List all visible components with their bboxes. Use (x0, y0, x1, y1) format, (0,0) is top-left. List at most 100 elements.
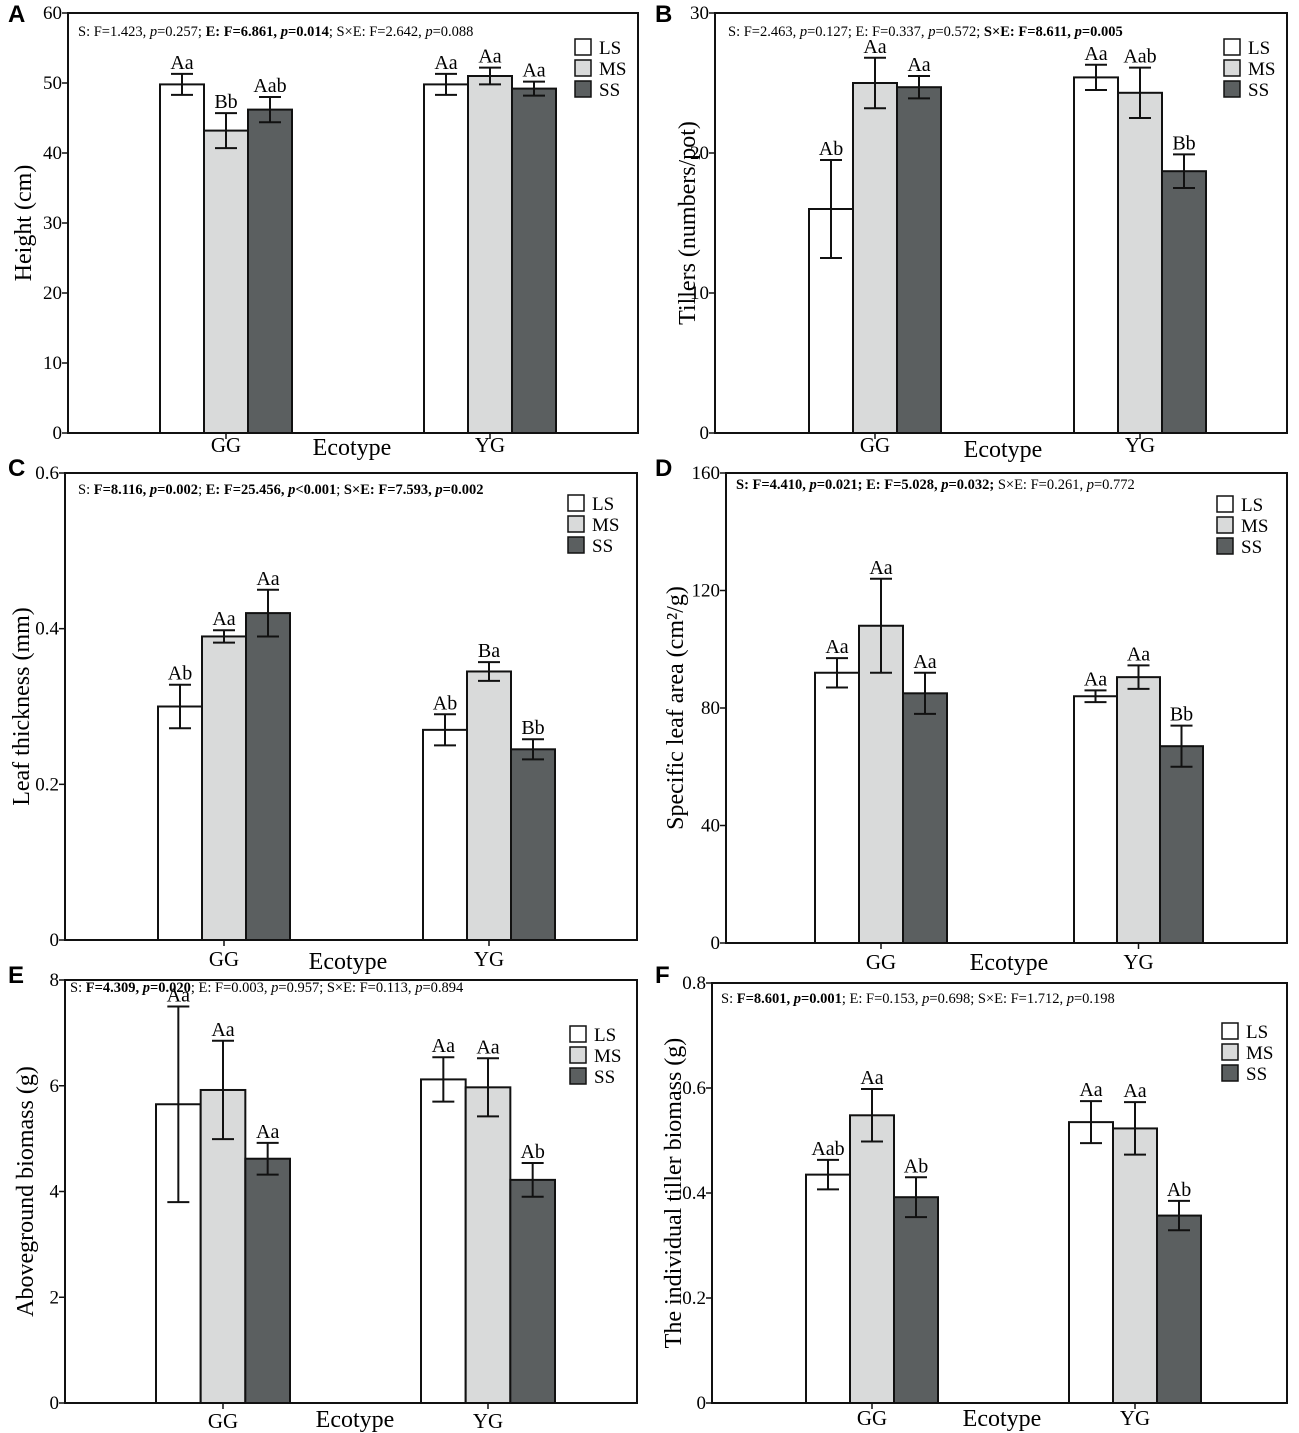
bar-ss (247, 108, 293, 434)
significance-letter: Aa (167, 984, 190, 1006)
stats-annotation: S: F=4.309, p=0.020; E: F=0.003, p=0.957… (70, 980, 464, 996)
stats-segment: S×E: F=8.611, (984, 24, 1075, 40)
significance-letter: Aa (863, 36, 886, 58)
legend-swatch-ss (574, 80, 592, 98)
stats-segment: =0.198 (1074, 991, 1115, 1007)
significance-letter: Aa (907, 54, 930, 76)
significance-letter: Ab (168, 663, 192, 685)
bar-ms (203, 129, 249, 434)
y-tick-label: 8 (50, 970, 60, 991)
significance-letter: Aa (211, 1019, 234, 1041)
stats-segment: =0.957; S×E: F=0.113, (278, 980, 415, 996)
significance-letter: Aa (1084, 668, 1107, 690)
panel-d: D 0 40 80 120 160 Specific leaf area (cm²/g) GG… (655, 455, 1288, 976)
x-category-label: YG (1120, 1406, 1150, 1430)
panel-a: A 0 10 20 30 40 50 60 Height (cm) GG Aa Bb Aab YG Aa Aa… (8, 1, 639, 461)
significance-letter: Bb (214, 91, 237, 113)
bar-ss (896, 86, 942, 434)
stats-segment: F=4.309, (86, 980, 143, 996)
y-axis-title: Specific leaf area (cm²/g) (663, 586, 689, 830)
stats-segment: p (1066, 991, 1074, 1007)
x-category-label: GG (866, 950, 896, 974)
stats-segment: S×E: F=7.593, (344, 482, 435, 498)
stats-segment: E: F=25.456, (206, 482, 288, 498)
significance-letter: Aab (1123, 46, 1156, 68)
y-axis-title: Height (cm) (11, 165, 37, 282)
stats-segment: p (921, 991, 929, 1007)
bar-ms (464, 1086, 512, 1405)
legend-label: SS (1246, 1064, 1267, 1085)
x-axis-title: Ecotype (313, 435, 392, 461)
x-axis-title: Ecotype (309, 949, 388, 975)
bar-ms (858, 624, 904, 944)
bar-ss (509, 1178, 557, 1405)
significance-letter: Aab (253, 75, 286, 97)
significance-letter: Bb (1172, 132, 1195, 154)
legend-swatch-ms (1223, 59, 1241, 77)
bar-ms (1117, 91, 1163, 435)
y-tick-label: 0.2 (682, 1288, 706, 1309)
significance-letter: Aa (825, 636, 848, 658)
legend-label: SS (1241, 537, 1262, 558)
y-axis-title: Tillers (numbers/pot) (675, 121, 701, 325)
significance-letter: Aa (170, 52, 193, 74)
panel-b: B 0 10 20 30 Tillers (numbers/pot) GG Ab Aa Aa YG A… (655, 1, 1288, 463)
y-tick-label: 60 (43, 3, 62, 24)
x-category-label: YG (1123, 950, 1153, 974)
stats-segment: S: F=1.423, (78, 24, 150, 40)
legend-swatch-ms (569, 1046, 587, 1064)
y-tick-label: 2 (50, 1287, 60, 1308)
stats-annotation: S: F=8.116, p=0.002; E: F=25.456, p<0.00… (78, 482, 483, 498)
y-tick-label: 0.2 (35, 774, 59, 795)
significance-letter: Aa (860, 1067, 883, 1089)
stats-segment: =0.002 (443, 482, 484, 498)
stats-segment: p (141, 980, 150, 996)
y-tick-label: 0.6 (682, 1078, 706, 1099)
significance-letter: Ba (478, 640, 500, 662)
bar-ls (1073, 76, 1119, 435)
stats-segment: F=8.601, (737, 991, 794, 1007)
y-tick-label: 20 (690, 143, 709, 164)
legend-label: LS (1241, 495, 1263, 516)
x-axis-title: Ecotype (963, 1406, 1042, 1432)
legend-swatch-ms (574, 59, 592, 77)
stats-segment: =0.020 (150, 980, 191, 996)
y-tick-label: 0 (50, 930, 60, 951)
stats-segment: S: (721, 991, 737, 1007)
significance-letter: Aa (476, 1036, 499, 1058)
significance-letter: Aa (522, 60, 545, 82)
bar-ls (1073, 695, 1118, 944)
stats-segment: F=8.116, (94, 482, 150, 498)
y-tick-label: 30 (690, 3, 709, 24)
bar-ls (1068, 1121, 1114, 1404)
stats-segment: S×E: F=0.261, (994, 477, 1087, 493)
stats-segment: p (148, 482, 157, 498)
stats-segment: S: F=2.463, (728, 24, 800, 40)
stats-segment: p (149, 24, 157, 40)
significance-letter: Aa (869, 557, 892, 579)
legend-label: MS (594, 1046, 621, 1067)
bar-ss (1159, 745, 1204, 944)
stats-segment: =0.894 (422, 980, 464, 996)
stats-segment: p (927, 24, 935, 40)
significance-letter: Aa (1084, 43, 1107, 65)
significance-letter: Aa (212, 608, 235, 630)
stats-segment: p (279, 24, 288, 40)
stats-segment: =0.572; (935, 24, 983, 40)
stats-segment: p (808, 477, 817, 493)
x-category-label: GG (211, 433, 241, 457)
stats-segment: p (270, 980, 278, 996)
significance-letter: Ab (819, 138, 843, 160)
legend-label: SS (1248, 80, 1269, 101)
bar-ss (511, 87, 557, 434)
legend-label: LS (1248, 38, 1270, 59)
stats-segment: =0.088 (433, 24, 474, 40)
y-tick-label: 0.8 (682, 973, 706, 994)
y-tick-label: 80 (701, 698, 720, 719)
stats-segment: p (792, 991, 801, 1007)
panel-e: E 0 2 4 6 8 Aboveground biomass (g) GG Aa Aa Aa YG A… (8, 962, 638, 1433)
significance-letter: Aa (913, 651, 936, 673)
legend-label: MS (592, 515, 619, 536)
legend-swatch-ls (1223, 38, 1241, 56)
legend-swatch-ss (1216, 537, 1234, 555)
